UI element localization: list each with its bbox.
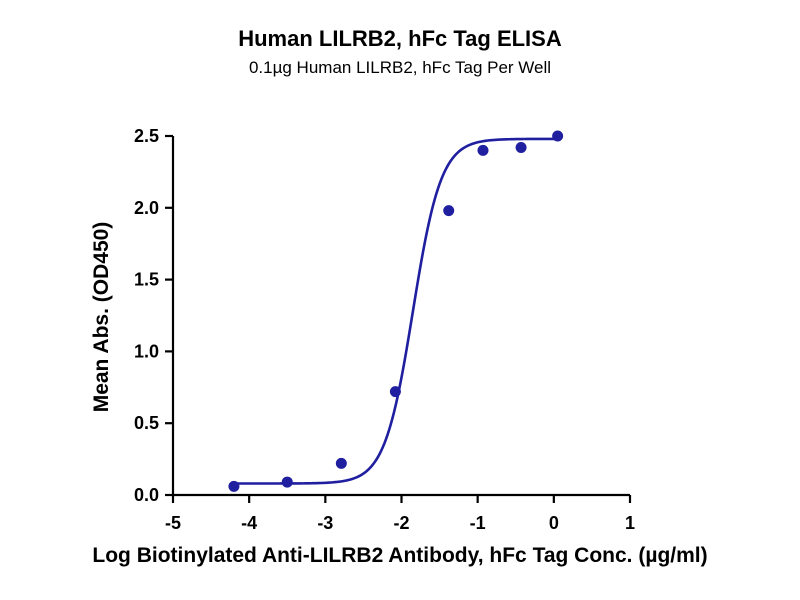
x-tick-label: -3 [317,513,333,533]
x-axis-label: Log Biotinylated Anti-LILRB2 Antibody, h… [92,544,708,567]
axes-group: -5 -4 -3 -2 -1 0 1 0.0 0.5 1.0 1.5 2.0 2.5 [134,126,635,533]
y-tick-label: 2.0 [134,198,159,218]
y-tick-label: 0.0 [134,485,159,505]
x-tick-label: 1 [625,513,635,533]
data-point [443,205,455,217]
data-point [335,457,347,469]
data-point [389,386,401,398]
y-tick-label: 1.0 [134,341,159,361]
x-tick-label: -5 [165,513,181,533]
y-tick-label: 0.5 [134,413,159,433]
y-tick-label: 2.5 [134,126,159,146]
data-point [281,476,293,488]
x-tick-label: -1 [470,513,486,533]
x-tick-label: 0 [549,513,559,533]
x-tick-label: -2 [393,513,409,533]
data-marks-group [228,130,564,492]
fit-curve [233,137,558,485]
data-point [477,144,489,156]
x-tick-label: -4 [241,513,257,533]
data-point [552,130,564,142]
data-point [515,141,527,153]
chart-subtitle: 0.1µg Human LILRB2, hFc Tag Per Well [248,58,552,77]
y-tick-label: 1.5 [134,270,159,290]
chart-title: Human LILRB2, hFc Tag ELISA [238,26,562,51]
data-point [228,480,240,492]
